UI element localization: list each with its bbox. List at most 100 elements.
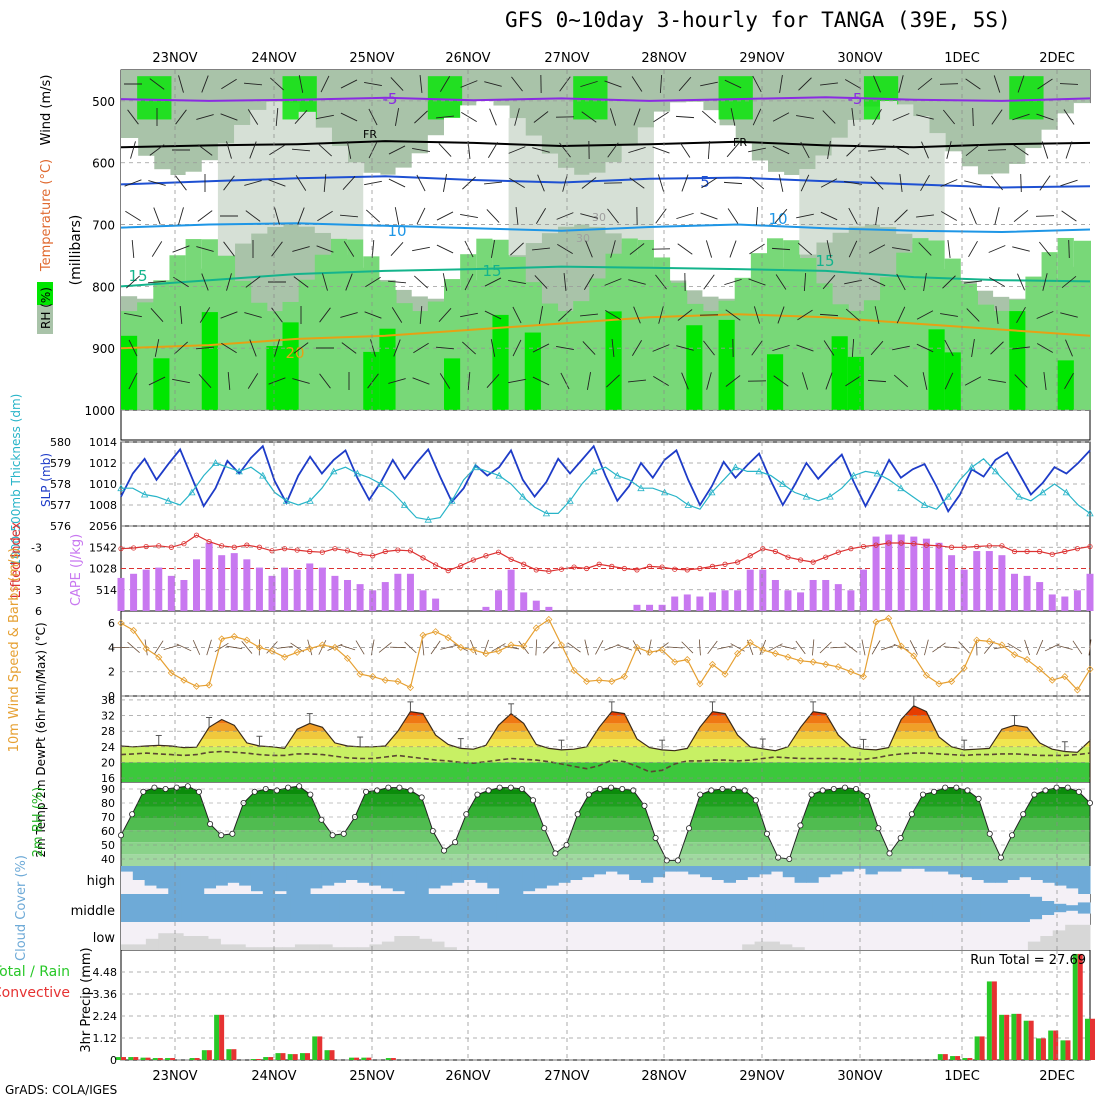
y-tick-rh-70: 70	[101, 811, 115, 824]
wind-marker	[620, 673, 628, 681]
cape-bar	[633, 604, 641, 611]
wind-barb	[128, 372, 138, 390]
y-tick-wind-6: 6	[108, 617, 115, 630]
surface-wind-barb	[535, 639, 538, 656]
thickness-marker	[330, 467, 338, 475]
wind-barb	[873, 75, 881, 93]
wind-barb	[199, 307, 211, 323]
surface-wind-barb	[339, 644, 356, 651]
wind-marker	[759, 646, 767, 654]
wind-barb	[512, 339, 522, 357]
wind-barb	[559, 76, 571, 92]
wind-barb	[532, 343, 550, 353]
rh-dry-cell	[298, 111, 316, 227]
cloud-high-cell	[546, 866, 559, 886]
rh-marker	[318, 816, 325, 823]
precip-convective-bar	[1065, 1040, 1071, 1060]
cloud-high-cell	[652, 866, 666, 878]
cloud-middle-cell	[266, 894, 279, 922]
cloud-high-cell	[156, 866, 169, 889]
li-marker	[747, 553, 753, 559]
wind-barb	[868, 277, 886, 287]
rh-marker	[129, 811, 136, 818]
rh-saturated-cell	[282, 322, 300, 410]
wind-marker	[822, 660, 830, 668]
li-marker	[1074, 546, 1081, 552]
li-marker	[219, 543, 225, 549]
precip-total-bar	[189, 1058, 195, 1060]
wind-marker	[948, 677, 956, 685]
wind-barb	[1012, 346, 1030, 350]
wind-barb	[775, 274, 787, 290]
wind-barb	[677, 309, 693, 321]
surface-wind-barb	[932, 642, 946, 653]
surface-wind-barb	[707, 640, 718, 655]
cloud-middle-cell	[193, 894, 207, 922]
wind-marker	[847, 668, 855, 676]
y-tick-p-600: 600	[92, 157, 115, 171]
x-tick-bottom-27NOV: 27NOV	[544, 1069, 589, 1084]
rh-dry-cell	[718, 125, 736, 299]
precip-convective-bar	[955, 1056, 961, 1060]
cloud-middle-cell	[121, 894, 134, 922]
cloud-high-cell	[534, 866, 547, 889]
cloud-high-cell	[510, 866, 524, 894]
isotherm--5	[120, 96, 1091, 102]
surface-wind-barb	[378, 642, 392, 653]
li-marker	[810, 559, 816, 565]
rh-bands	[121, 786, 1090, 866]
wind-barb	[1035, 215, 1055, 217]
cape-bar	[331, 575, 339, 611]
rh-marker	[964, 787, 971, 794]
wind-barb	[1042, 273, 1048, 291]
cape-bar	[922, 538, 930, 611]
cloud-middle-cell	[605, 894, 619, 922]
rh-moist-cell	[573, 301, 591, 410]
wind-barb	[388, 145, 406, 155]
precip-total-bar	[1085, 1018, 1090, 1060]
wind-barb	[271, 307, 283, 323]
wind-barb	[462, 176, 476, 190]
cloud-high-cell	[924, 866, 937, 872]
x-tick-top-27NOV: 27NOV	[544, 51, 589, 66]
wind-barb	[227, 371, 231, 391]
wind-barb	[748, 278, 766, 286]
rh-dry-cell	[799, 169, 817, 255]
wind-barb	[274, 207, 280, 225]
precip-convective-bar	[1077, 953, 1083, 1060]
thickness-marker	[377, 480, 385, 487]
wind-barb	[801, 372, 809, 390]
cloud-high-cell	[487, 866, 500, 889]
li-marker	[495, 549, 502, 555]
wind-barb	[1038, 241, 1052, 257]
wind-barb	[532, 247, 550, 251]
surface-wind-barb	[491, 643, 506, 652]
isotherm-FR	[120, 140, 1091, 149]
cloud-low-cell	[220, 944, 234, 950]
wind-barb	[1043, 372, 1047, 390]
rh-dry-cell	[1057, 113, 1075, 280]
cape-bar	[746, 569, 754, 611]
cape-bar	[130, 573, 138, 611]
wind-barb	[631, 76, 643, 92]
wind-barb	[1059, 83, 1079, 85]
rh-marker	[663, 857, 670, 864]
cloud-middle-cell	[181, 894, 195, 922]
wind-marker	[507, 641, 515, 649]
cloud-low-cell	[170, 933, 184, 950]
cloud-middle-cell	[738, 894, 752, 922]
isotherm-label-FR: FR	[363, 128, 377, 141]
surface-wind-barb	[355, 640, 365, 655]
wind-barb	[535, 208, 547, 224]
cloud-high-cell	[345, 866, 358, 880]
wind-barb	[515, 207, 519, 225]
cloud-middle-cell	[993, 894, 1006, 922]
y-tick-thick-578: 578	[50, 478, 71, 491]
rh-moist-cell	[347, 239, 365, 410]
rh-moist-cell	[460, 254, 478, 410]
wind-barb	[391, 307, 403, 323]
thickness-marker	[684, 501, 692, 508]
rh-band	[121, 830, 1090, 843]
rh-marker	[474, 791, 481, 798]
li-marker	[873, 542, 879, 548]
